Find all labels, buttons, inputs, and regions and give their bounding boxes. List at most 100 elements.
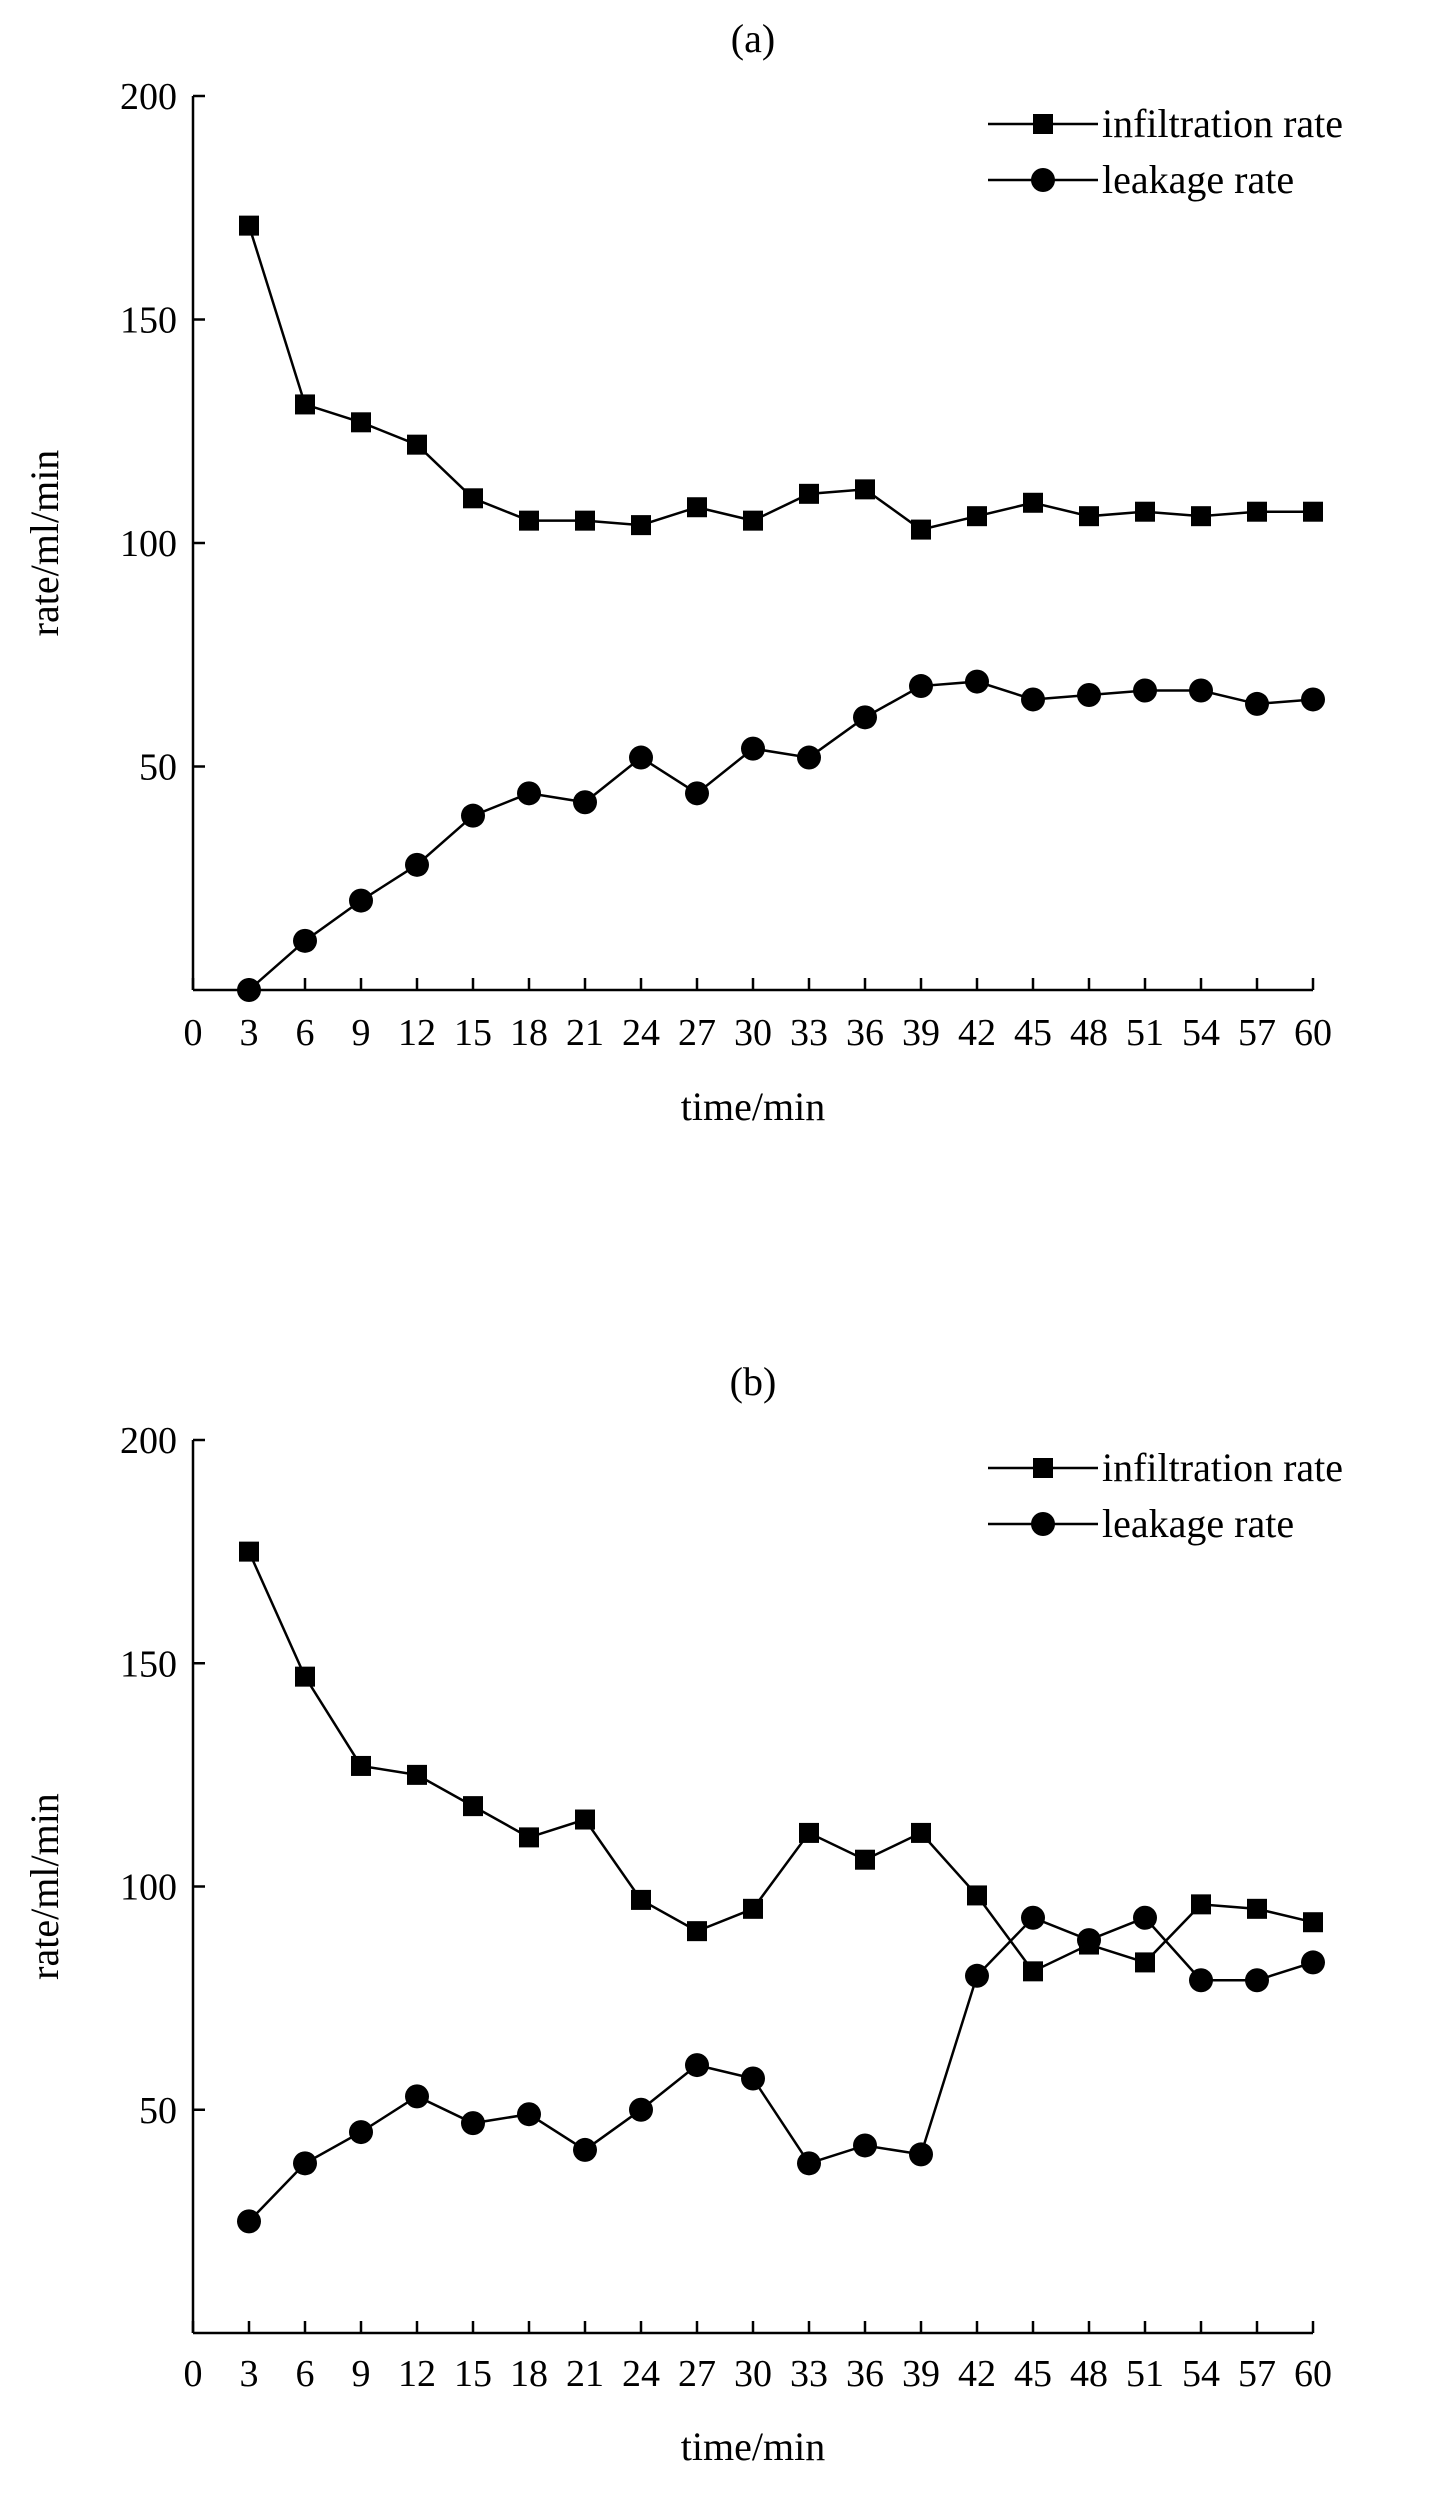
data-point-infiltration-rate — [239, 1541, 259, 1562]
x-tick-label: 15 — [454, 2353, 492, 2395]
data-point-infiltration-rate — [743, 1898, 763, 1919]
data-point-leakage-rate — [685, 2053, 709, 2078]
data-point-leakage-rate — [293, 928, 317, 953]
y-tick-label: 100 — [120, 1867, 177, 1909]
x-tick-label: 42 — [958, 1012, 996, 1054]
legend-marker-leakage-rate — [1031, 1512, 1055, 1536]
x-tick-label: 12 — [398, 2353, 436, 2395]
data-point-infiltration-rate — [519, 510, 539, 531]
data-point-infiltration-rate — [687, 1921, 707, 1942]
x-tick-label: 27 — [678, 1012, 716, 1054]
data-point-infiltration-rate — [799, 1822, 819, 1843]
x-tick-label: 36 — [846, 1012, 884, 1054]
data-point-leakage-rate — [573, 2137, 597, 2162]
data-point-leakage-rate — [1189, 678, 1213, 703]
x-tick-label: 21 — [566, 2353, 604, 2395]
data-point-leakage-rate — [965, 1963, 989, 1988]
data-point-leakage-rate — [797, 2151, 821, 2176]
data-point-infiltration-rate — [687, 497, 707, 518]
data-point-infiltration-rate — [911, 1822, 931, 1843]
data-point-infiltration-rate — [967, 1885, 987, 1906]
x-tick-label: 18 — [510, 2353, 548, 2395]
legend-label-infiltration-rate: infiltration rate — [1102, 1445, 1343, 1490]
x-tick-label: 18 — [510, 1012, 548, 1054]
x-tick-label: 3 — [240, 2353, 259, 2395]
y-tick-label: 150 — [120, 1643, 177, 1685]
data-point-leakage-rate — [965, 669, 989, 694]
y-axis-label: rate/ml/min — [22, 450, 67, 637]
data-point-infiltration-rate — [855, 479, 875, 500]
chart-a: (a)0 3 6 9 12 15 18 21 24 27 30 33 36 39 42 45 48 51 54 57 6… — [22, 16, 1343, 1129]
x-tick-label: 0 — [184, 2353, 203, 2395]
data-point-leakage-rate — [797, 745, 821, 770]
data-point-leakage-rate — [909, 2142, 933, 2167]
data-point-infiltration-rate — [1023, 492, 1043, 513]
legend-label-leakage-rate: leakage rate — [1102, 1501, 1294, 1546]
data-point-infiltration-rate — [1303, 1912, 1323, 1933]
x-tick-label: 57 — [1238, 1012, 1276, 1054]
data-point-infiltration-rate — [463, 1796, 483, 1817]
x-tick-label: 48 — [1070, 2353, 1108, 2395]
data-point-leakage-rate — [1301, 687, 1325, 712]
x-tick-label: 30 — [734, 2353, 772, 2395]
data-point-leakage-rate — [629, 745, 653, 770]
x-tick-label: 6 — [296, 1012, 315, 1054]
chart-title: (a) — [731, 16, 775, 61]
data-point-leakage-rate — [405, 852, 429, 877]
x-axis-label: time/min — [681, 2424, 825, 2469]
data-point-leakage-rate — [237, 978, 261, 1002]
x-tick-label: 51 — [1126, 2353, 1164, 2395]
data-point-infiltration-rate — [967, 506, 987, 527]
x-tick-label: 27 — [678, 2353, 716, 2395]
data-point-leakage-rate — [349, 888, 373, 913]
data-point-infiltration-rate — [799, 483, 819, 504]
data-point-leakage-rate — [741, 736, 765, 761]
data-point-leakage-rate — [461, 803, 485, 828]
x-tick-label: 42 — [958, 2353, 996, 2395]
data-point-infiltration-rate — [1023, 1961, 1043, 1982]
legend-label-leakage-rate: leakage rate — [1102, 157, 1294, 202]
data-point-infiltration-rate — [463, 488, 483, 509]
y-tick-label: 200 — [120, 76, 177, 118]
data-point-infiltration-rate — [351, 412, 371, 433]
data-point-leakage-rate — [237, 2209, 261, 2234]
x-tick-label: 6 — [296, 2353, 315, 2395]
y-tick-label: 50 — [139, 747, 177, 789]
x-tick-label: 45 — [1014, 2353, 1052, 2395]
x-tick-label: 15 — [454, 1012, 492, 1054]
y-tick-label: 150 — [120, 300, 177, 342]
data-point-leakage-rate — [1077, 1928, 1101, 1953]
data-point-leakage-rate — [1189, 1968, 1213, 1993]
data-point-leakage-rate — [461, 2111, 485, 2136]
data-point-infiltration-rate — [1135, 1952, 1155, 1973]
legend-marker-leakage-rate — [1031, 168, 1055, 192]
x-tick-label: 9 — [352, 2353, 371, 2395]
data-point-infiltration-rate — [743, 510, 763, 531]
x-tick-label: 21 — [566, 1012, 604, 1054]
data-point-leakage-rate — [573, 790, 597, 815]
data-point-infiltration-rate — [855, 1849, 875, 1870]
data-point-infiltration-rate — [1079, 506, 1099, 527]
x-tick-label: 39 — [902, 1012, 940, 1054]
x-tick-label: 60 — [1294, 1012, 1332, 1054]
x-tick-label: 12 — [398, 1012, 436, 1054]
chart-title: (b) — [730, 1359, 777, 1404]
x-tick-label: 24 — [622, 2353, 660, 2395]
data-point-infiltration-rate — [631, 515, 651, 536]
x-tick-label: 33 — [790, 1012, 828, 1054]
legend-label-infiltration-rate: infiltration rate — [1102, 101, 1343, 146]
x-tick-label: 9 — [352, 1012, 371, 1054]
data-point-leakage-rate — [1133, 1905, 1157, 1930]
chart-b: (b)0 3 6 9 12 15 18 21 24 27 30 33 36 39 42 45 48 51 54 57 6… — [22, 1359, 1343, 2469]
data-point-infiltration-rate — [1135, 501, 1155, 522]
data-point-infiltration-rate — [1191, 1894, 1211, 1915]
data-point-infiltration-rate — [407, 434, 427, 455]
x-tick-label: 33 — [790, 2353, 828, 2395]
data-point-leakage-rate — [1077, 682, 1101, 707]
x-tick-label: 60 — [1294, 2353, 1332, 2395]
legend-marker-infiltration-rate — [1033, 1458, 1053, 1478]
data-point-infiltration-rate — [351, 1755, 371, 1776]
data-point-leakage-rate — [1245, 1968, 1269, 1993]
